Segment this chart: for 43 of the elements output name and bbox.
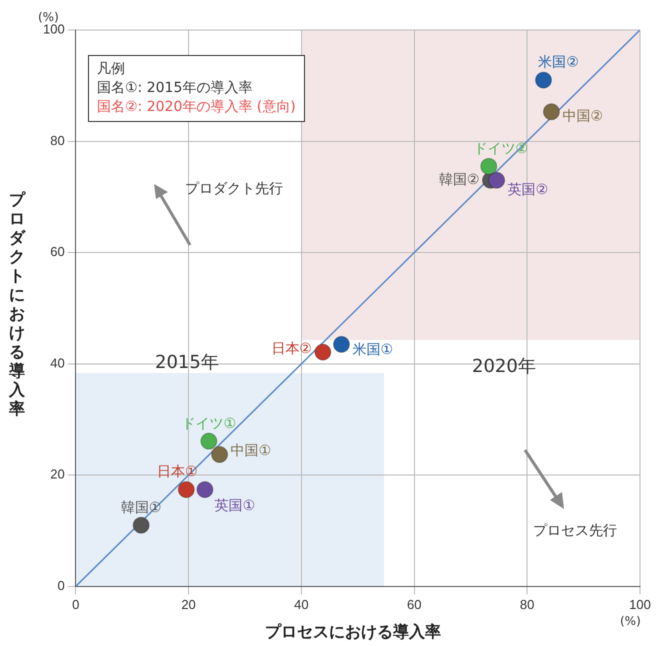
annotation: 2015年 (155, 351, 219, 374)
point (211, 446, 228, 464)
point (535, 72, 552, 89)
point (196, 481, 214, 498)
series-label: 英国① (214, 498, 256, 514)
point (314, 344, 332, 361)
series-label: 韓国② (438, 172, 480, 188)
series-label: 中国② (562, 108, 603, 124)
point (480, 158, 498, 175)
legend-title: 凡例 (97, 60, 126, 79)
annotation: 国名②: 2020年の導入率 (意向) (97, 98, 296, 117)
annotation: プロセス先行 (533, 522, 617, 540)
x-tick-label: 80 (520, 596, 534, 612)
y-tick-label: 60 (50, 244, 65, 260)
text: (%) (38, 10, 59, 24)
y-tick-label: 20 (50, 466, 65, 482)
y-tick-label: 40 (50, 355, 65, 370)
x-tick-label: 20 (181, 596, 196, 612)
x-axis-title: プロセスにおける導入率 (265, 622, 441, 641)
x-tick-label: 0 (72, 596, 80, 612)
point (178, 481, 195, 498)
text: (%) (620, 614, 641, 628)
series-label: ドイツ① (182, 416, 236, 432)
y-tick-label: 80 (50, 132, 65, 148)
series-label: 日本② (271, 340, 312, 357)
annotation: 2020年 (472, 355, 536, 378)
point (332, 336, 350, 353)
point (200, 432, 218, 450)
y-tick-label: 0 (57, 578, 65, 593)
x-tick-label: 40 (294, 596, 309, 612)
x-tick-label: 60 (407, 596, 422, 612)
annotation: プロダクト先行 (185, 180, 283, 198)
series-label: 米国① (352, 342, 394, 358)
annotation: 国名①: 2015年の導入率 (97, 79, 254, 98)
series-label: 中国① (230, 443, 272, 460)
series-label: 英国② (508, 182, 548, 198)
series-label: 米国② (538, 54, 579, 71)
x-tick-label: 100 (629, 596, 651, 612)
text: プロダクトにおける導入率 (9, 190, 25, 418)
point (132, 516, 150, 534)
point (542, 103, 560, 120)
point (488, 172, 506, 189)
y-tick-label: 100 (42, 22, 65, 37)
